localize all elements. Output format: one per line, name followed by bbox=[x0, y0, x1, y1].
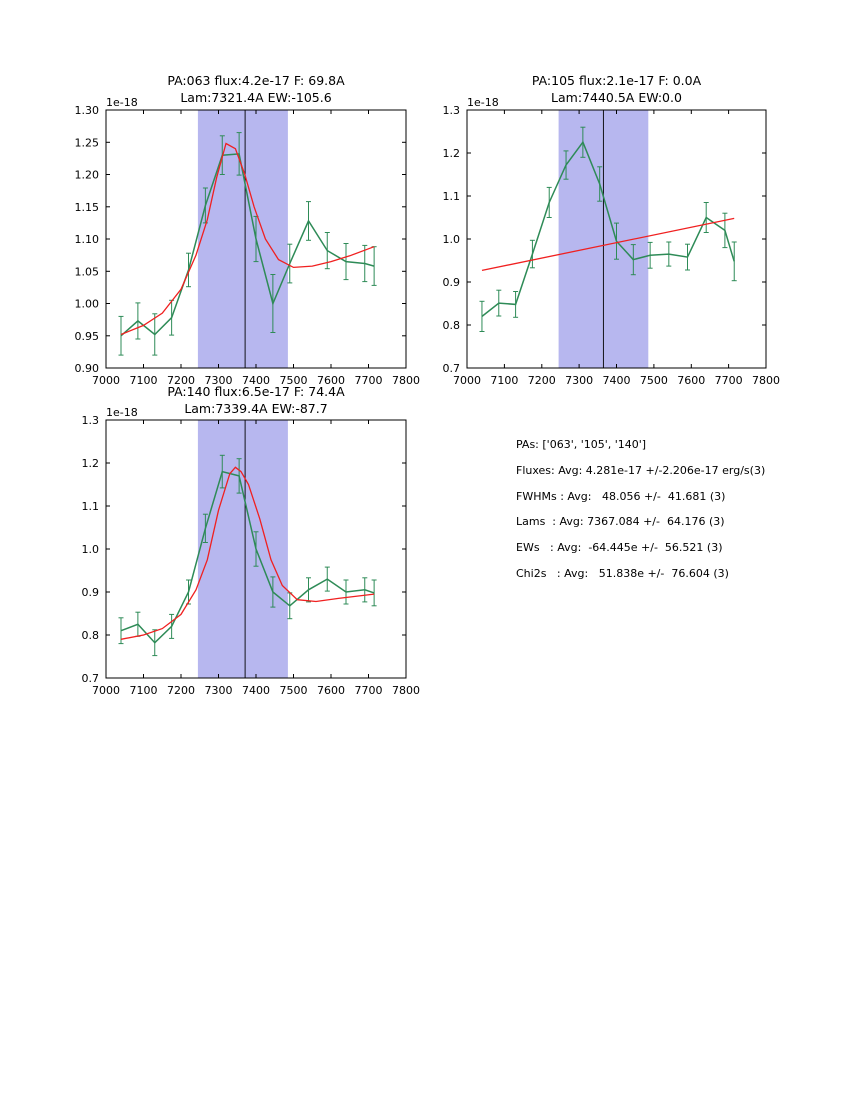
svg-text:1.3: 1.3 bbox=[82, 414, 100, 427]
svg-text:1.00: 1.00 bbox=[75, 298, 100, 311]
svg-text:7800: 7800 bbox=[392, 374, 420, 387]
svg-text:1.10: 1.10 bbox=[75, 233, 100, 246]
svg-text:1.2: 1.2 bbox=[82, 457, 100, 470]
highlight-band bbox=[197, 420, 288, 678]
chart-title-line2: Lam:7321.4A EW:-105.6 bbox=[180, 90, 332, 105]
svg-text:7200: 7200 bbox=[167, 684, 195, 697]
svg-text:7400: 7400 bbox=[603, 374, 631, 387]
svg-text:0.9: 0.9 bbox=[82, 586, 100, 599]
svg-text:7500: 7500 bbox=[280, 374, 308, 387]
plot-pa063: 7000 7100 7200 7300 7400 7500 7600 7700 7800 0.90… bbox=[40, 96, 426, 398]
chart-title-pa063: PA:063 flux:4.2e-17 F: 69.8A Lam:7321.4A… bbox=[106, 72, 406, 106]
plot-pa105: 7000 7100 7200 7300 7400 7500 7600 7700 7800 0.7 0… bbox=[401, 96, 786, 398]
svg-text:1.20: 1.20 bbox=[75, 169, 100, 182]
svg-text:7700: 7700 bbox=[715, 374, 743, 387]
svg-text:0.7: 0.7 bbox=[443, 362, 461, 375]
svg-text:7100: 7100 bbox=[130, 684, 158, 697]
svg-text:1.15: 1.15 bbox=[75, 201, 100, 214]
svg-text:7000: 7000 bbox=[92, 374, 120, 387]
svg-text:7300: 7300 bbox=[205, 684, 233, 697]
axis-offset-label: 1e-18 bbox=[106, 406, 138, 419]
y-tick-labels: 0.90 0.95 1.00 1.05 1.10 1.15 1.20 1.25 1.30 bbox=[75, 104, 100, 375]
highlight-band bbox=[197, 110, 288, 368]
svg-text:7700: 7700 bbox=[355, 374, 383, 387]
svg-text:0.8: 0.8 bbox=[443, 319, 461, 332]
svg-text:0.95: 0.95 bbox=[75, 330, 100, 343]
svg-text:7800: 7800 bbox=[752, 374, 780, 387]
axes-svg: 7000 7100 7200 7300 7400 7500 7600 7700 78000.70… bbox=[443, 96, 781, 387]
svg-text:7400: 7400 bbox=[242, 374, 270, 387]
svg-text:7000: 7000 bbox=[453, 374, 481, 387]
fit-line bbox=[481, 217, 735, 272]
y-tick-labels: 0.7 0.8 0.9 1.0 1.1 1.2 1.3 bbox=[82, 414, 100, 685]
fit-line bbox=[120, 142, 375, 336]
x-tick-labels: 7000 7100 7200 7300 7400 7500 7600 7700 7800 bbox=[92, 374, 420, 387]
chart-title-line1: PA:140 flux:6.5e-17 F: 74.4A bbox=[167, 384, 345, 399]
data-series-line bbox=[120, 153, 375, 337]
axis-ticks bbox=[466, 109, 767, 369]
chart-title-pa140: PA:140 flux:6.5e-17 F: 74.4A Lam:7339.4A… bbox=[106, 383, 406, 417]
svg-text:7200: 7200 bbox=[167, 374, 195, 387]
axis-offset-label: 1e-18 bbox=[106, 96, 138, 109]
svg-text:7700: 7700 bbox=[355, 684, 383, 697]
data-series-line bbox=[481, 140, 735, 317]
svg-text:7300: 7300 bbox=[205, 374, 233, 387]
svg-text:7000: 7000 bbox=[92, 684, 120, 697]
error-bars bbox=[118, 454, 377, 657]
svg-text:7600: 7600 bbox=[317, 374, 345, 387]
svg-text:0.90: 0.90 bbox=[75, 362, 100, 375]
svg-text:7400: 7400 bbox=[242, 684, 270, 697]
svg-text:1.3: 1.3 bbox=[443, 104, 461, 117]
x-tick-labels: 7000 7100 7200 7300 7400 7500 7600 7700 7800 bbox=[453, 374, 780, 387]
svg-text:0.9: 0.9 bbox=[443, 276, 461, 289]
stats-chi2s: Chi2s : Avg: 51.838e +/- 76.604 (3) bbox=[516, 566, 729, 580]
chart-title-line2: Lam:7440.5A EW:0.0 bbox=[551, 90, 682, 105]
svg-text:0.7: 0.7 bbox=[82, 672, 100, 685]
data-series-line bbox=[120, 470, 375, 644]
stats-lams: Lams : Avg: 7367.084 +/- 64.176 (3) bbox=[516, 515, 725, 529]
svg-text:7600: 7600 bbox=[677, 374, 705, 387]
svg-text:7300: 7300 bbox=[565, 374, 593, 387]
axis-offset-label: 1e-18 bbox=[467, 96, 499, 109]
stats-panel: PAs: ['063', '105', '140'] Fluxes: Avg: … bbox=[516, 432, 765, 587]
axis-ticks bbox=[105, 109, 407, 369]
svg-text:1.25: 1.25 bbox=[75, 136, 100, 149]
chart-title-line1: PA:105 flux:2.1e-17 F: 0.0A bbox=[531, 73, 702, 88]
svg-text:7600: 7600 bbox=[317, 684, 345, 697]
plot-pa140: 7000 7100 7200 7300 7400 7500 7600 7700 7800 0.7 0… bbox=[40, 406, 426, 708]
svg-text:7500: 7500 bbox=[640, 374, 668, 387]
x-tick-labels: 7000 7100 7200 7300 7400 7500 7600 7700 7800 bbox=[92, 684, 420, 697]
svg-text:1.30: 1.30 bbox=[75, 104, 100, 117]
svg-text:7800: 7800 bbox=[392, 684, 420, 697]
y-tick-labels: 0.7 0.8 0.9 1.0 1.1 1.2 1.3 bbox=[443, 104, 461, 375]
axes-svg: 7000 7100 7200 7300 7400 7500 7600 7700 7800 0.90… bbox=[75, 96, 421, 387]
stats-ews: EWs : Avg: -64.445e +/- 56.521 (3) bbox=[516, 541, 723, 555]
svg-text:0.8: 0.8 bbox=[82, 629, 100, 642]
svg-text:7100: 7100 bbox=[490, 374, 518, 387]
svg-text:1.0: 1.0 bbox=[82, 543, 100, 556]
stats-fwhms: FWHMs : Avg: 48.056 +/- 41.681 (3) bbox=[516, 489, 726, 503]
chart-title-line2: Lam:7339.4A EW:-87.7 bbox=[184, 401, 328, 416]
svg-text:1.1: 1.1 bbox=[443, 190, 461, 203]
chart-title-pa105: PA:105 flux:2.1e-17 F: 0.0A Lam:7440.5A … bbox=[467, 72, 766, 106]
svg-text:7500: 7500 bbox=[280, 684, 308, 697]
svg-text:1.05: 1.05 bbox=[75, 265, 100, 278]
stats-pas: PAs: ['063', '105', '140'] bbox=[516, 438, 647, 451]
stats-fluxes: Fluxes: Avg: 4.281e-17 +/-2.206e-17 erg/… bbox=[516, 463, 766, 477]
axis-ticks bbox=[105, 419, 407, 679]
axes-svg: 7000 7100 7200 7300 7400 7500 7600 7700 78000.70… bbox=[82, 406, 421, 697]
fit-line bbox=[120, 466, 375, 640]
svg-text:1.2: 1.2 bbox=[443, 147, 461, 160]
svg-text:1.1: 1.1 bbox=[82, 500, 100, 513]
svg-text:7200: 7200 bbox=[528, 374, 556, 387]
svg-text:1.0: 1.0 bbox=[443, 233, 461, 246]
svg-text:7100: 7100 bbox=[130, 374, 158, 387]
chart-title-line1: PA:063 flux:4.2e-17 F: 69.8A bbox=[167, 73, 345, 88]
